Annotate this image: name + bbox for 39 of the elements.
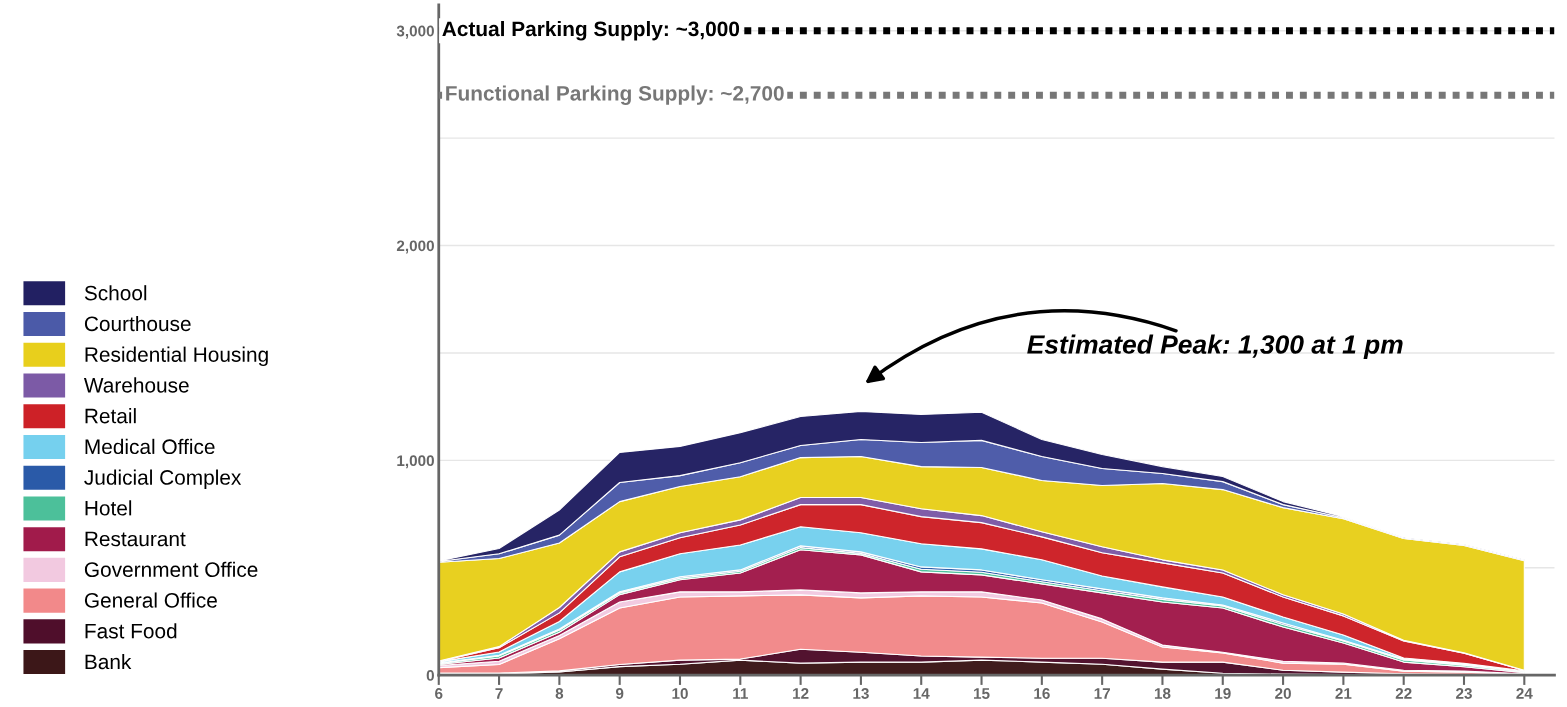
x-tick-label: 6 [435, 688, 443, 699]
y-tick-label: 0 [426, 670, 434, 681]
legend-label: Warehouse [83, 377, 189, 393]
x-tick-label: 7 [495, 688, 503, 699]
legend-label: Courthouse [84, 315, 191, 332]
ref-line-label: Actual Parking Supply: ~3,000 [442, 20, 740, 41]
legend-label: General Office [84, 592, 217, 608]
x-tick-label: 15 [974, 688, 990, 699]
x-tick-label: 20 [1275, 688, 1291, 699]
annotation: Estimated Peak: 1,300 at 1 pm [1027, 334, 1403, 360]
legend-label: School [84, 285, 147, 301]
x-tick-label: 10 [672, 688, 688, 699]
legend-label: Hotel [85, 500, 132, 516]
x-tick-label: 23 [1456, 688, 1472, 699]
legend-label: Fast Food [85, 623, 177, 639]
x-tick-label: 24 [1516, 688, 1533, 699]
legend-label: Medical Office [85, 438, 215, 455]
x-tick-label: 8 [555, 688, 564, 699]
y-tick-label: 1,000 [397, 455, 434, 469]
y-tick-label: 2,000 [396, 240, 434, 254]
y-tick-label: 3,000 [396, 25, 434, 39]
legend-label: Retail [85, 408, 136, 424]
legend-label: Restaurant [85, 531, 186, 547]
ref-line-label: Functional Parking Supply: ~2,700 [446, 85, 784, 105]
x-tick-label: 19 [1215, 688, 1231, 699]
x-tick-label: 11 [733, 688, 748, 699]
legend-label: Bank [85, 653, 132, 670]
x-tick-label: 22 [1395, 688, 1412, 699]
x-tick-label: 21 [1335, 688, 1352, 699]
x-tick-label: 17 [1094, 688, 1110, 699]
x-tick-label: 18 [1154, 688, 1171, 699]
legend-label: Government Office [84, 561, 258, 578]
x-tick-label: 12 [793, 688, 809, 699]
legend-label: Residential Housing [85, 346, 268, 367]
legend-label: Judicial Complex [84, 469, 242, 489]
x-tick-label: 13 [853, 688, 869, 699]
x-tick-label: 14 [913, 688, 930, 699]
x-tick-label: 9 [615, 688, 624, 699]
x-tick-label: 16 [1034, 688, 1050, 699]
